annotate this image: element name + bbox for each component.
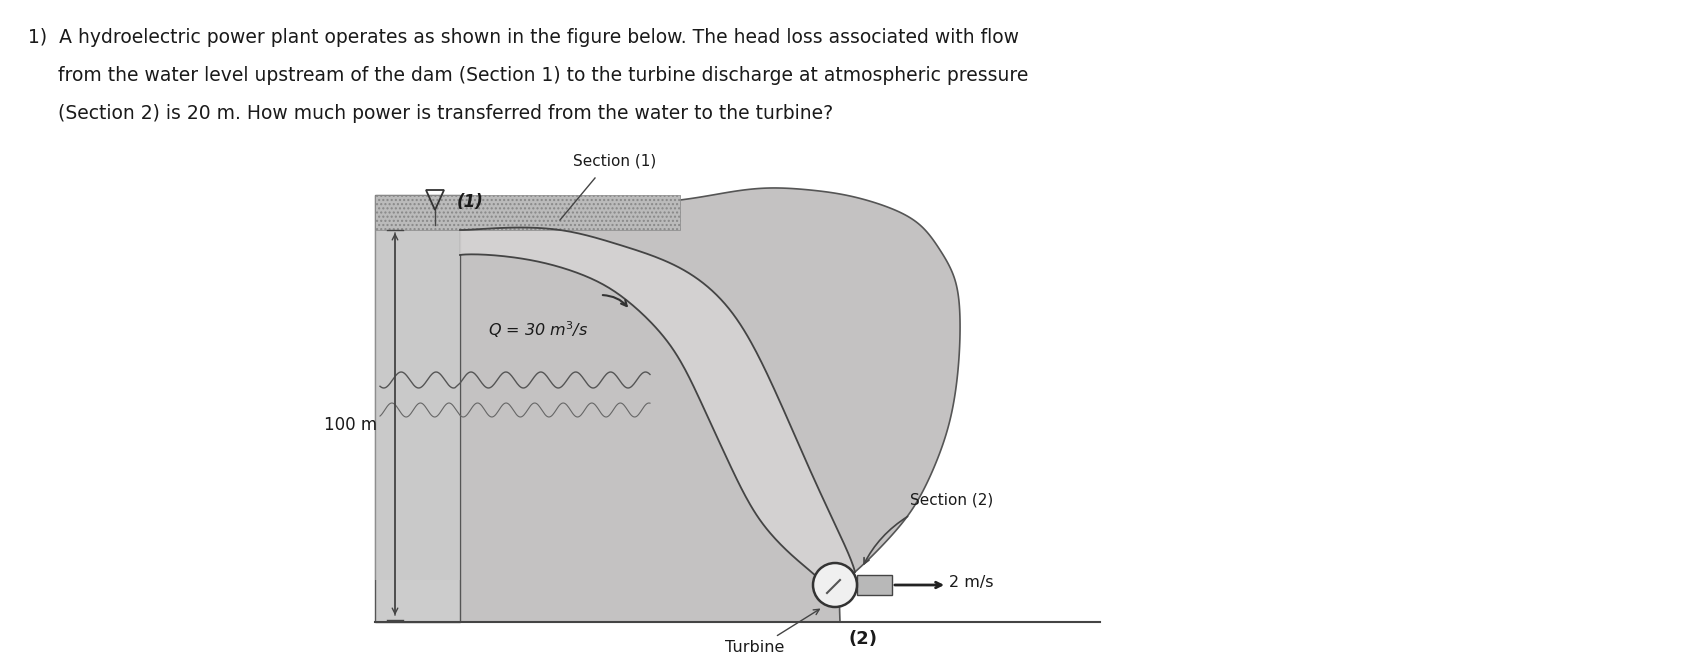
Text: Turbine: Turbine [725, 640, 784, 654]
Text: 1)  A hydroelectric power plant operates as shown in the figure below. The head : 1) A hydroelectric power plant operates … [29, 28, 1020, 47]
Polygon shape [374, 195, 461, 622]
Polygon shape [374, 195, 679, 230]
Polygon shape [435, 188, 960, 622]
Text: (2): (2) [849, 630, 877, 648]
Text: $Q$ = 30 m$^3$/s: $Q$ = 30 m$^3$/s [488, 320, 588, 340]
Text: (1): (1) [457, 193, 484, 211]
Polygon shape [374, 230, 461, 580]
Text: 2 m/s: 2 m/s [949, 576, 993, 591]
Polygon shape [461, 228, 855, 580]
Text: from the water level upstream of the dam (Section 1) to the turbine discharge at: from the water level upstream of the dam… [29, 66, 1028, 85]
Text: Section (1): Section (1) [573, 153, 657, 168]
Circle shape [813, 563, 857, 607]
Polygon shape [857, 575, 893, 595]
Text: 100 m: 100 m [324, 416, 378, 434]
Text: Section (2): Section (2) [910, 492, 993, 508]
Text: (Section 2) is 20 m. How much power is transferred from the water to the turbine: (Section 2) is 20 m. How much power is t… [29, 104, 833, 123]
